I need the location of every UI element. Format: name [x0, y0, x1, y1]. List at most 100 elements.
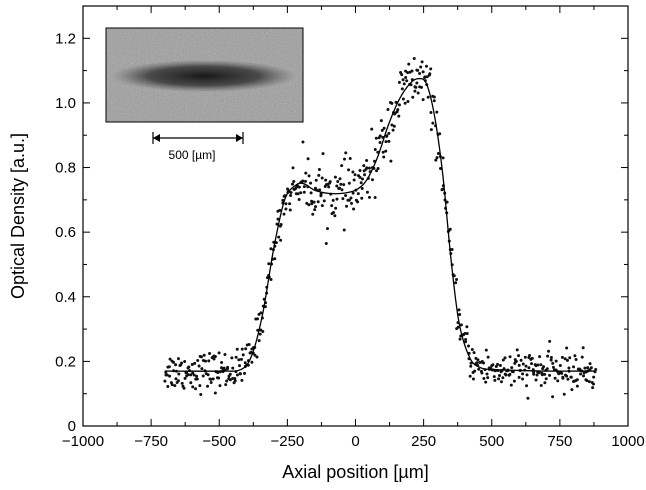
data-point [530, 362, 534, 366]
data-point [347, 181, 351, 185]
data-point [360, 177, 364, 181]
x-tick-label: 750 [547, 433, 572, 450]
data-point [416, 68, 420, 72]
data-point [199, 392, 203, 396]
data-point [390, 123, 394, 127]
data-point [539, 383, 543, 387]
data-point [309, 181, 313, 185]
data-point [391, 128, 395, 132]
data-point [350, 201, 354, 205]
data-point [180, 361, 184, 365]
data-point [390, 101, 394, 105]
data-point [351, 191, 355, 195]
data-point [579, 372, 583, 376]
data-point [209, 381, 213, 385]
data-point [389, 159, 393, 163]
data-point [240, 378, 244, 382]
data-point [526, 396, 530, 400]
data-point [582, 374, 586, 378]
data-point [209, 377, 213, 381]
data-point [565, 374, 569, 378]
data-point [517, 363, 521, 367]
data-point [438, 132, 442, 136]
data-point [231, 366, 235, 370]
data-point [425, 75, 429, 79]
data-point [335, 197, 339, 201]
data-point [519, 358, 523, 362]
data-point [176, 357, 180, 361]
data-point [548, 339, 552, 343]
data-point [226, 365, 230, 369]
data-point [314, 178, 318, 182]
data-point [573, 354, 577, 358]
data-point [397, 80, 401, 84]
data-point [384, 149, 388, 153]
data-point [470, 347, 474, 351]
data-point [379, 119, 383, 123]
data-point [213, 354, 217, 358]
data-point [234, 355, 238, 359]
data-point [216, 371, 220, 375]
data-point [406, 71, 410, 75]
tick-labels: −1000 −750 −500 −250 0 250 500 750 1000 0 0.2 0.4 0.… [55, 30, 645, 450]
data-point [411, 95, 415, 99]
data-point [517, 375, 521, 379]
data-point [307, 174, 311, 178]
data-point [278, 208, 282, 212]
data-point [213, 391, 217, 395]
data-point [253, 353, 257, 357]
data-point [297, 197, 301, 201]
data-point [458, 312, 462, 316]
data-point [429, 128, 433, 132]
data-point [551, 395, 555, 399]
data-point [375, 169, 379, 173]
data-point [334, 206, 338, 210]
data-point [572, 365, 575, 369]
data-point [476, 358, 480, 362]
data-point [551, 365, 555, 369]
data-point [231, 377, 235, 381]
data-point [412, 56, 416, 60]
data-point [465, 325, 469, 329]
data-point [358, 168, 362, 172]
data-point [537, 371, 541, 375]
data-point [166, 385, 170, 389]
data-point [255, 355, 259, 359]
data-point [303, 179, 307, 183]
data-point [200, 367, 204, 371]
data-point [348, 157, 352, 161]
data-point [459, 323, 463, 327]
data-point [341, 197, 345, 201]
data-point [525, 384, 529, 388]
data-point [237, 358, 241, 362]
data-point [569, 375, 573, 379]
data-point [223, 353, 227, 357]
data-point [282, 212, 286, 216]
data-point [435, 110, 439, 114]
data-point [546, 354, 550, 358]
data-point [423, 75, 427, 79]
data-point [570, 388, 574, 392]
data-point [493, 378, 497, 382]
data-point [434, 158, 438, 162]
data-point [397, 114, 401, 118]
data-point [560, 371, 564, 375]
data-point [244, 347, 248, 351]
data-point [206, 384, 210, 388]
data-point [310, 202, 314, 206]
data-point [465, 331, 469, 335]
data-point [211, 377, 215, 381]
data-point [575, 378, 579, 382]
data-point [352, 207, 356, 211]
data-point [563, 357, 567, 361]
data-point [482, 361, 486, 365]
data-point [297, 185, 301, 189]
data-point [284, 202, 288, 206]
data-point [261, 330, 265, 334]
data-point [352, 178, 356, 182]
data-point [233, 379, 237, 383]
data-point [392, 124, 396, 128]
data-point [509, 383, 513, 387]
data-point [324, 178, 328, 182]
data-point [414, 85, 418, 89]
